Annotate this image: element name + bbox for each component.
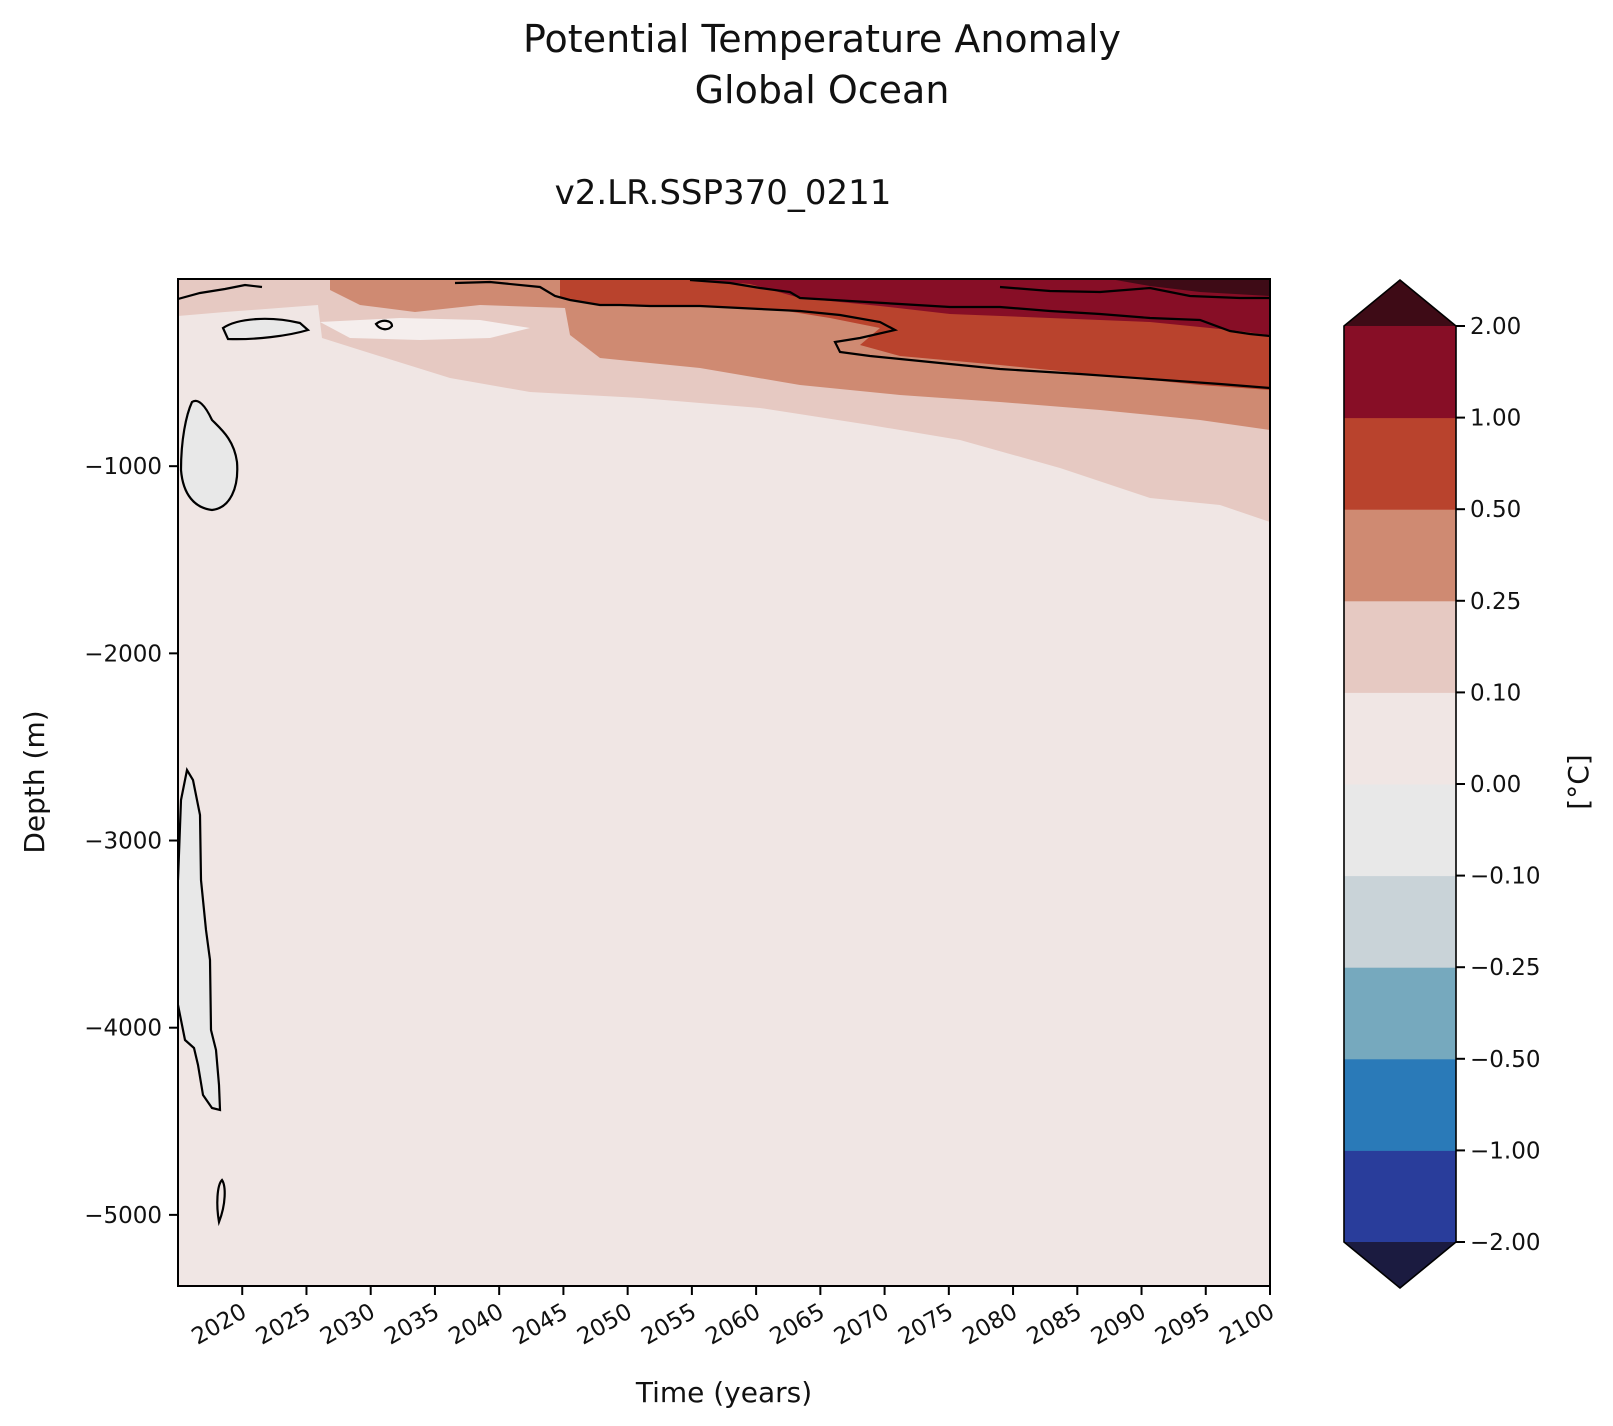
colorbar-tick-label: 1.00: [1470, 406, 1521, 432]
chart-subtitle: v2.LR.SSP370_0211: [555, 173, 892, 213]
contour-line-upper-patch: [179, 399, 239, 512]
y-tick-label: −5000: [84, 1203, 162, 1229]
x-tick-label: 2085: [1023, 1299, 1087, 1351]
region-below-0.00-upper: [181, 400, 238, 510]
x-tick-label: 2075: [894, 1299, 958, 1351]
colorbar: −2.00 −1.00 −0.50 −0.25 −0.10 0.00 0.10 0.25 0.5…: [1343, 278, 1540, 1290]
chart-title-line-1: Potential Temperature Anomaly: [523, 17, 1121, 61]
y-axis-label: Depth (m): [18, 710, 51, 853]
colorbar-segment: [1344, 967, 1456, 1060]
x-tick-label: 2080: [958, 1299, 1022, 1351]
plot-area: [178, 279, 1270, 1286]
x-axis-ticks: 2020 2025 2030 2035 2040 2045 2050 2055 2060 2065…: [188, 1286, 1279, 1350]
x-tick-label: 2050: [573, 1299, 637, 1351]
plot-frame: [177, 278, 1271, 1287]
colorbar-tick-label: 0.50: [1470, 497, 1521, 523]
x-tick-label: 2060: [701, 1299, 765, 1351]
contour-line-bottom-patch: [216, 1178, 226, 1227]
x-tick-label: 2035: [380, 1299, 444, 1351]
contour-line-1.0: [689, 279, 1270, 338]
colorbar-tick-label: −0.10: [1470, 864, 1540, 890]
contour-line-small-loop: [374, 319, 394, 331]
colorbar-segment: [1344, 1150, 1456, 1243]
y-tick-label: −3000: [84, 829, 162, 855]
x-tick-label: 2055: [637, 1299, 701, 1351]
y-tick-label: −2000: [84, 641, 162, 667]
colorbar-tick-label: 0.10: [1470, 680, 1521, 706]
y-tick-label: −1000: [84, 454, 162, 480]
contour-line-surface-patch: [221, 317, 311, 341]
y-tick-label: −4000: [84, 1016, 162, 1042]
colorbar-tick-label: −2.00: [1470, 1230, 1540, 1256]
x-tick-label: 2090: [1087, 1299, 1151, 1351]
x-tick-label: 2025: [252, 1299, 316, 1351]
colorbar-tick-label: −0.50: [1470, 1047, 1540, 1073]
colorbar-segment: [1344, 692, 1456, 785]
colorbar-tick-label: 0.25: [1470, 589, 1521, 615]
x-tick-label: 2095: [1151, 1299, 1215, 1351]
x-axis-label: Time (years): [635, 1376, 812, 1409]
colorbar-segment: [1344, 600, 1456, 693]
x-tick-label: 2030: [316, 1299, 380, 1351]
x-tick-label: 2020: [188, 1299, 252, 1351]
colorbar-tick-label: 0.00: [1470, 772, 1521, 798]
colorbar-segment: [1344, 417, 1456, 510]
colorbar-tick-label: 2.00: [1470, 314, 1521, 340]
region-above-2.00: [1110, 279, 1270, 296]
colorbar-tick-label: −1.00: [1470, 1138, 1540, 1164]
y-axis-ticks: −1000 −2000 −3000 −4000 −5000: [84, 454, 178, 1229]
colorbar-label: [°C]: [1562, 754, 1595, 809]
colorbar-segment: [1344, 784, 1456, 877]
x-tick-label: 2100: [1215, 1299, 1279, 1351]
contour-line-deep-patch: [178, 766, 222, 1112]
colorbar-over-extension: [1344, 280, 1456, 326]
surface-white-patch: [320, 318, 530, 340]
chart-title-line-2: Global Ocean: [695, 68, 950, 112]
colorbar-under-extension: [1344, 1242, 1456, 1288]
contour-line-2.0: [999, 285, 1270, 300]
region-below-0.00-deep: [178, 770, 220, 1110]
x-tick-label: 2045: [509, 1299, 573, 1351]
colorbar-segment: [1344, 326, 1456, 419]
x-tick-label: 2065: [766, 1299, 830, 1351]
colorbar-tick-label: −0.25: [1470, 955, 1540, 981]
colorbar-segment: [1344, 509, 1456, 602]
colorbar-segment: [1344, 1058, 1456, 1151]
contour-lines: [178, 279, 1270, 1227]
contour-line-surface-edge: [178, 283, 263, 301]
contour-line-0.5: [454, 280, 1270, 390]
x-tick-label: 2040: [444, 1299, 508, 1351]
x-tick-label: 2070: [830, 1299, 894, 1351]
colorbar-segment: [1344, 875, 1456, 968]
